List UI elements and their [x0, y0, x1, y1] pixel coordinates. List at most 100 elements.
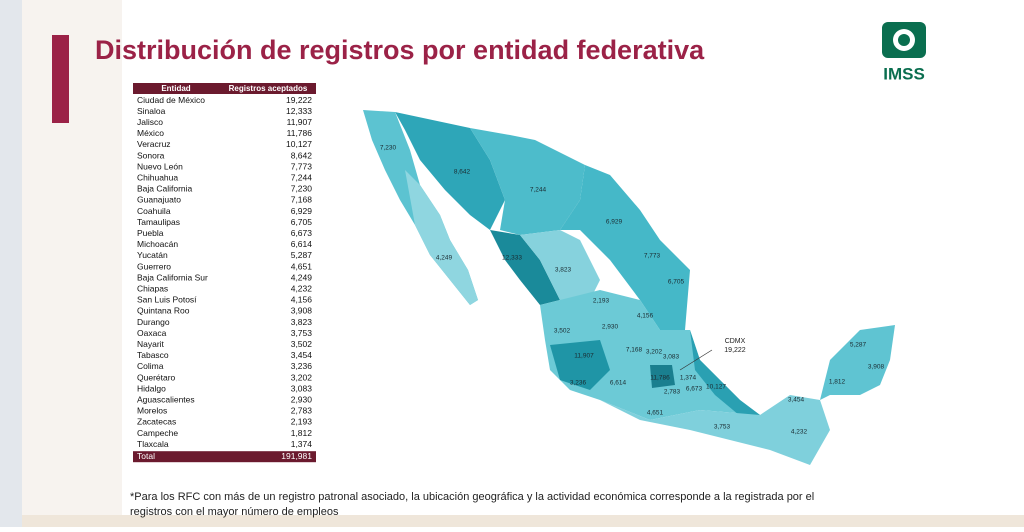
map-value: 7,773 — [644, 253, 661, 260]
map-value: 3,454 — [788, 397, 805, 404]
state-name: Puebla — [137, 228, 164, 238]
state-name: Jalisco — [137, 117, 163, 127]
state-value: 3,202 — [291, 372, 313, 382]
state-name: Michoacán — [137, 239, 178, 249]
map-value: 4,249 — [436, 255, 453, 262]
map-value: 5,287 — [850, 342, 867, 349]
state-name: Morelos — [137, 406, 167, 416]
table-header — [133, 83, 316, 94]
state-name: Sonora — [137, 150, 165, 160]
state-value: 8,642 — [291, 150, 313, 160]
state-name: Zacatecas — [137, 417, 176, 427]
state-value: 6,673 — [291, 228, 313, 238]
pattern-area — [22, 0, 122, 527]
footnote: registros con el mayor número de empleos — [130, 506, 339, 518]
state-value: 10,127 — [286, 139, 312, 149]
map-value: 10,127 — [706, 384, 726, 391]
state-value: 4,156 — [291, 295, 313, 305]
state-name: México — [137, 128, 164, 138]
state-name: Coahuila — [137, 206, 171, 216]
state-value: 1,812 — [291, 428, 313, 438]
map-value: 3,083 — [663, 354, 680, 361]
state-value: 7,244 — [291, 173, 313, 183]
map-value: 6,614 — [610, 380, 627, 387]
state-name: Chiapas — [137, 284, 168, 294]
region — [690, 330, 760, 420]
state-name: Hidalgo — [137, 383, 166, 393]
state-name: Guerrero — [137, 261, 171, 271]
total-value: 191,981 — [281, 451, 312, 461]
state-value: 3,236 — [291, 361, 313, 371]
state-name: Quintana Roo — [137, 306, 190, 316]
state-value: 12,333 — [286, 106, 312, 116]
state-value: 3,502 — [291, 339, 313, 349]
column-header: Entidad — [161, 84, 190, 93]
map-value: 7,230 — [380, 145, 397, 152]
region — [395, 112, 505, 230]
state-name: Chihuahua — [137, 173, 178, 183]
table: Entidad Registros aceptados Ciudad de Méxi… — [133, 83, 316, 463]
state-value: 2,193 — [291, 417, 313, 427]
state-value: 6,705 — [291, 217, 313, 227]
left-edge — [0, 0, 22, 527]
title: Distribución de registros por entidad fe… — [95, 35, 705, 65]
map-value: 3,908 — [868, 364, 885, 371]
state-name: Baja California Sur — [137, 272, 208, 282]
state-value: 7,168 — [291, 195, 313, 205]
map-value: 1,374 — [680, 375, 697, 382]
state-name: Yucatán — [137, 250, 168, 260]
map-value: 6,673 — [686, 386, 703, 393]
state-name: Sinaloa — [137, 106, 166, 116]
state-value: 7,773 — [291, 161, 313, 171]
map-value: 4,156 — [637, 313, 654, 320]
state-value: 1,374 — [291, 439, 313, 449]
map-value: 3,502 — [554, 328, 571, 335]
map-value: 6,705 — [668, 279, 685, 286]
cdmx-value: 19,222 — [724, 347, 746, 354]
state-name: Nayarit — [137, 339, 165, 349]
map-value: 2,930 — [602, 324, 619, 331]
state-value: 3,454 — [291, 350, 313, 360]
logo-text: IMSS — [883, 64, 925, 83]
state-name: Aguascalientes — [137, 395, 195, 405]
region — [550, 340, 610, 390]
map-value: 3,823 — [555, 267, 572, 274]
state-name: Guanajuato — [137, 195, 181, 205]
map-value: 3,753 — [714, 424, 731, 431]
state-value: 3,908 — [291, 306, 313, 316]
region — [560, 165, 690, 330]
state-value: 19,222 — [286, 95, 312, 105]
region — [520, 230, 600, 300]
region — [490, 230, 560, 305]
state-value: 3,753 — [291, 328, 313, 338]
map-value: 11,786 — [650, 375, 670, 382]
state-name: Querétaro — [137, 372, 176, 382]
total-row — [133, 451, 316, 463]
state-name: Tlaxcala — [137, 439, 169, 449]
state-value: 7,230 — [291, 184, 313, 194]
state-value: 11,786 — [287, 128, 313, 138]
state-name: Tabasco — [137, 350, 169, 360]
map-value: 2,783 — [664, 389, 681, 396]
map-value: 12,333 — [502, 255, 522, 262]
map: CDMX 19,222 12,333 11,907 11,786 10,127 8,64… — [363, 110, 895, 465]
state-value: 3,823 — [291, 317, 313, 327]
region — [540, 290, 760, 420]
map-value: 11,907 — [574, 353, 594, 360]
state-value: 2,930 — [291, 395, 313, 405]
total-label: Total — [137, 451, 155, 461]
state-value: 4,651 — [291, 261, 313, 271]
state-name: Nuevo León — [137, 161, 183, 171]
state-name: Colima — [137, 361, 164, 371]
state-name: San Luis Potosí — [137, 295, 197, 305]
state-name: Ciudad de México — [137, 95, 205, 105]
accent-bar — [52, 35, 69, 123]
state-value: 6,614 — [291, 239, 313, 249]
state-value: 6,929 — [291, 206, 313, 216]
cdmx-leader — [679, 349, 713, 371]
region — [470, 128, 585, 235]
state-name: Baja California — [137, 184, 193, 194]
state-name: Campeche — [137, 428, 178, 438]
map-value: 4,651 — [647, 410, 664, 417]
